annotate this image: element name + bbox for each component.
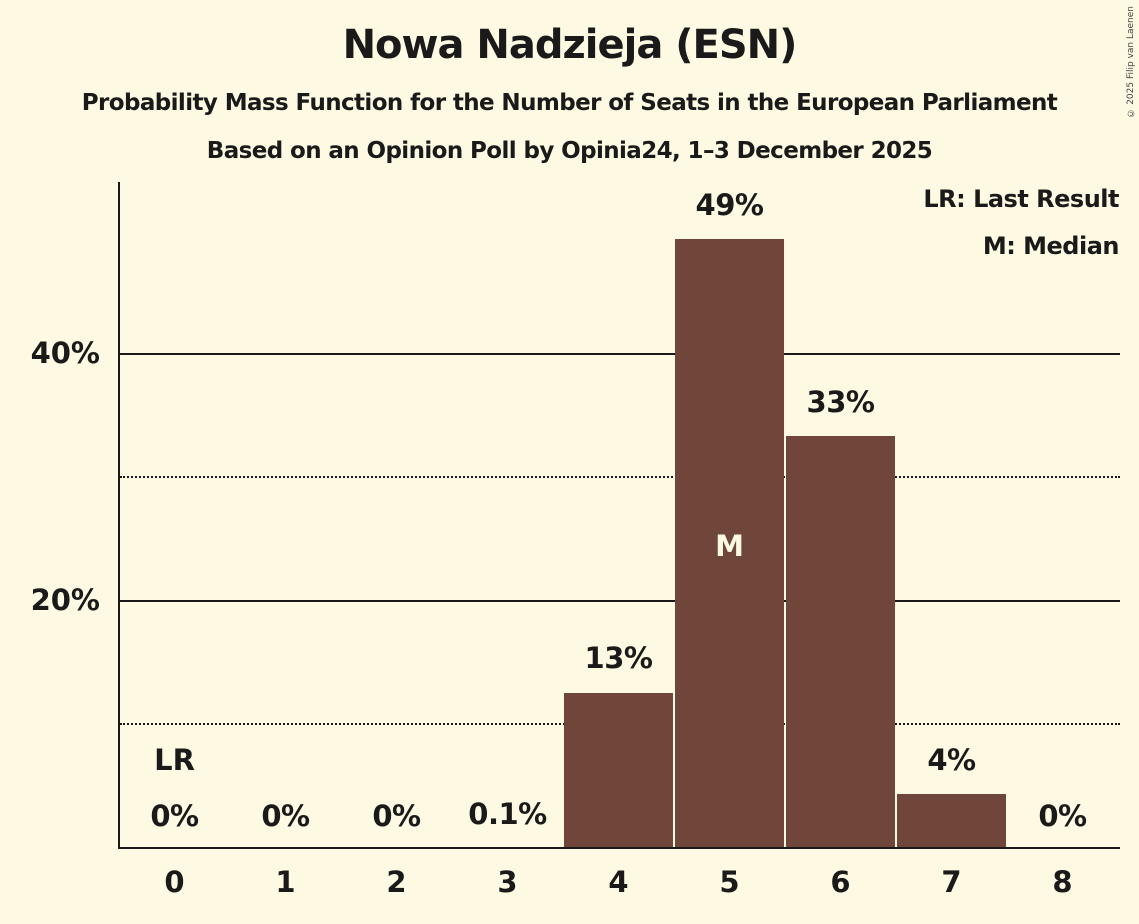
x-tick-3: 3 (497, 865, 518, 899)
bar-label-5: 49% (695, 188, 764, 222)
bar-label-8: 0% (1038, 799, 1087, 833)
bar-5 (675, 239, 784, 848)
bar-label-6: 33% (806, 385, 875, 419)
y-tick-40: 40% (30, 336, 100, 370)
gridline-30 (120, 476, 1120, 478)
copyright: © 2025 Filip van Laenen (1126, 6, 1136, 118)
axis-x (118, 847, 1120, 849)
chart-title: Nowa Nadzieja (ESN) (342, 22, 798, 68)
bar-label-2: 0% (372, 799, 421, 833)
gridline-20 (120, 600, 1120, 602)
chart-subtitle: Probability Mass Function for the Number… (81, 90, 1058, 116)
bar-7 (897, 794, 1006, 848)
x-tick-5: 5 (719, 865, 740, 899)
bar-label-1: 0% (261, 799, 310, 833)
bar-label-7: 4% (927, 743, 976, 777)
bar-4 (564, 693, 673, 848)
bar-label-4: 13% (584, 641, 653, 675)
legend-median: M: Median (982, 232, 1120, 260)
x-tick-7: 7 (941, 865, 962, 899)
x-tick-1: 1 (275, 865, 296, 899)
axis-y (118, 182, 120, 849)
gridline-40 (120, 353, 1120, 355)
chart-subtitle-poll: Based on an Opinion Poll by Opinia24, 1–… (206, 138, 933, 164)
legend-last-result: LR: Last Result (923, 185, 1119, 213)
y-tick-20: 20% (30, 583, 100, 617)
x-tick-8: 8 (1052, 865, 1073, 899)
x-tick-6: 6 (830, 865, 851, 899)
last-result-marker: LR (154, 743, 195, 777)
x-tick-0: 0 (164, 865, 185, 899)
x-tick-4: 4 (608, 865, 629, 899)
bar-6 (786, 436, 895, 848)
bar-label-0: 0% (150, 799, 199, 833)
bar-label-3: 0.1% (468, 797, 547, 831)
x-tick-2: 2 (386, 865, 407, 899)
median-marker: M (715, 529, 744, 563)
